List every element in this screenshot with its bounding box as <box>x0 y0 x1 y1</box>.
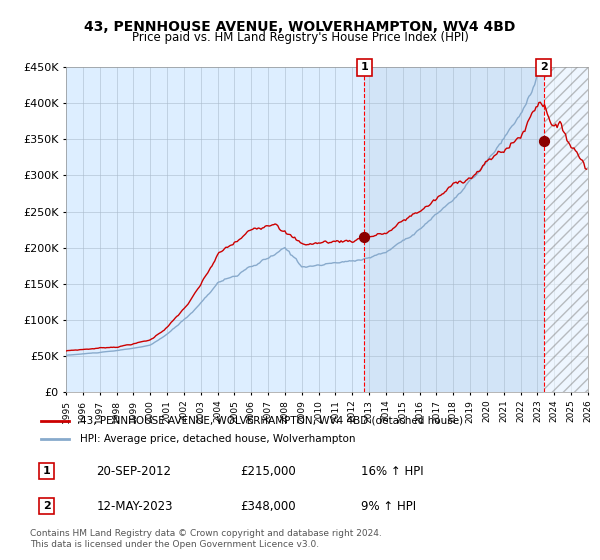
Text: 2: 2 <box>539 62 547 72</box>
Text: Price paid vs. HM Land Registry's House Price Index (HPI): Price paid vs. HM Land Registry's House … <box>131 31 469 44</box>
Text: 43, PENNHOUSE AVENUE, WOLVERHAMPTON, WV4 4BD (detached house): 43, PENNHOUSE AVENUE, WOLVERHAMPTON, WV4… <box>80 416 463 426</box>
Text: 2: 2 <box>43 501 50 511</box>
Text: Contains HM Land Registry data © Crown copyright and database right 2024.
This d: Contains HM Land Registry data © Crown c… <box>30 529 382 549</box>
Text: 9% ↑ HPI: 9% ↑ HPI <box>361 500 416 512</box>
Text: £348,000: £348,000 <box>240 500 295 512</box>
Text: HPI: Average price, detached house, Wolverhampton: HPI: Average price, detached house, Wolv… <box>80 434 355 444</box>
Bar <box>364 67 544 392</box>
Text: 12-MAY-2023: 12-MAY-2023 <box>96 500 173 512</box>
Text: £215,000: £215,000 <box>240 465 296 478</box>
Point <box>539 136 548 145</box>
Text: 1: 1 <box>361 62 368 72</box>
Text: 20-SEP-2012: 20-SEP-2012 <box>96 465 171 478</box>
Bar <box>544 67 588 392</box>
Text: 1: 1 <box>43 466 50 476</box>
Text: 43, PENNHOUSE AVENUE, WOLVERHAMPTON, WV4 4BD: 43, PENNHOUSE AVENUE, WOLVERHAMPTON, WV4… <box>85 20 515 34</box>
Point <box>359 232 369 241</box>
Text: 16% ↑ HPI: 16% ↑ HPI <box>361 465 424 478</box>
